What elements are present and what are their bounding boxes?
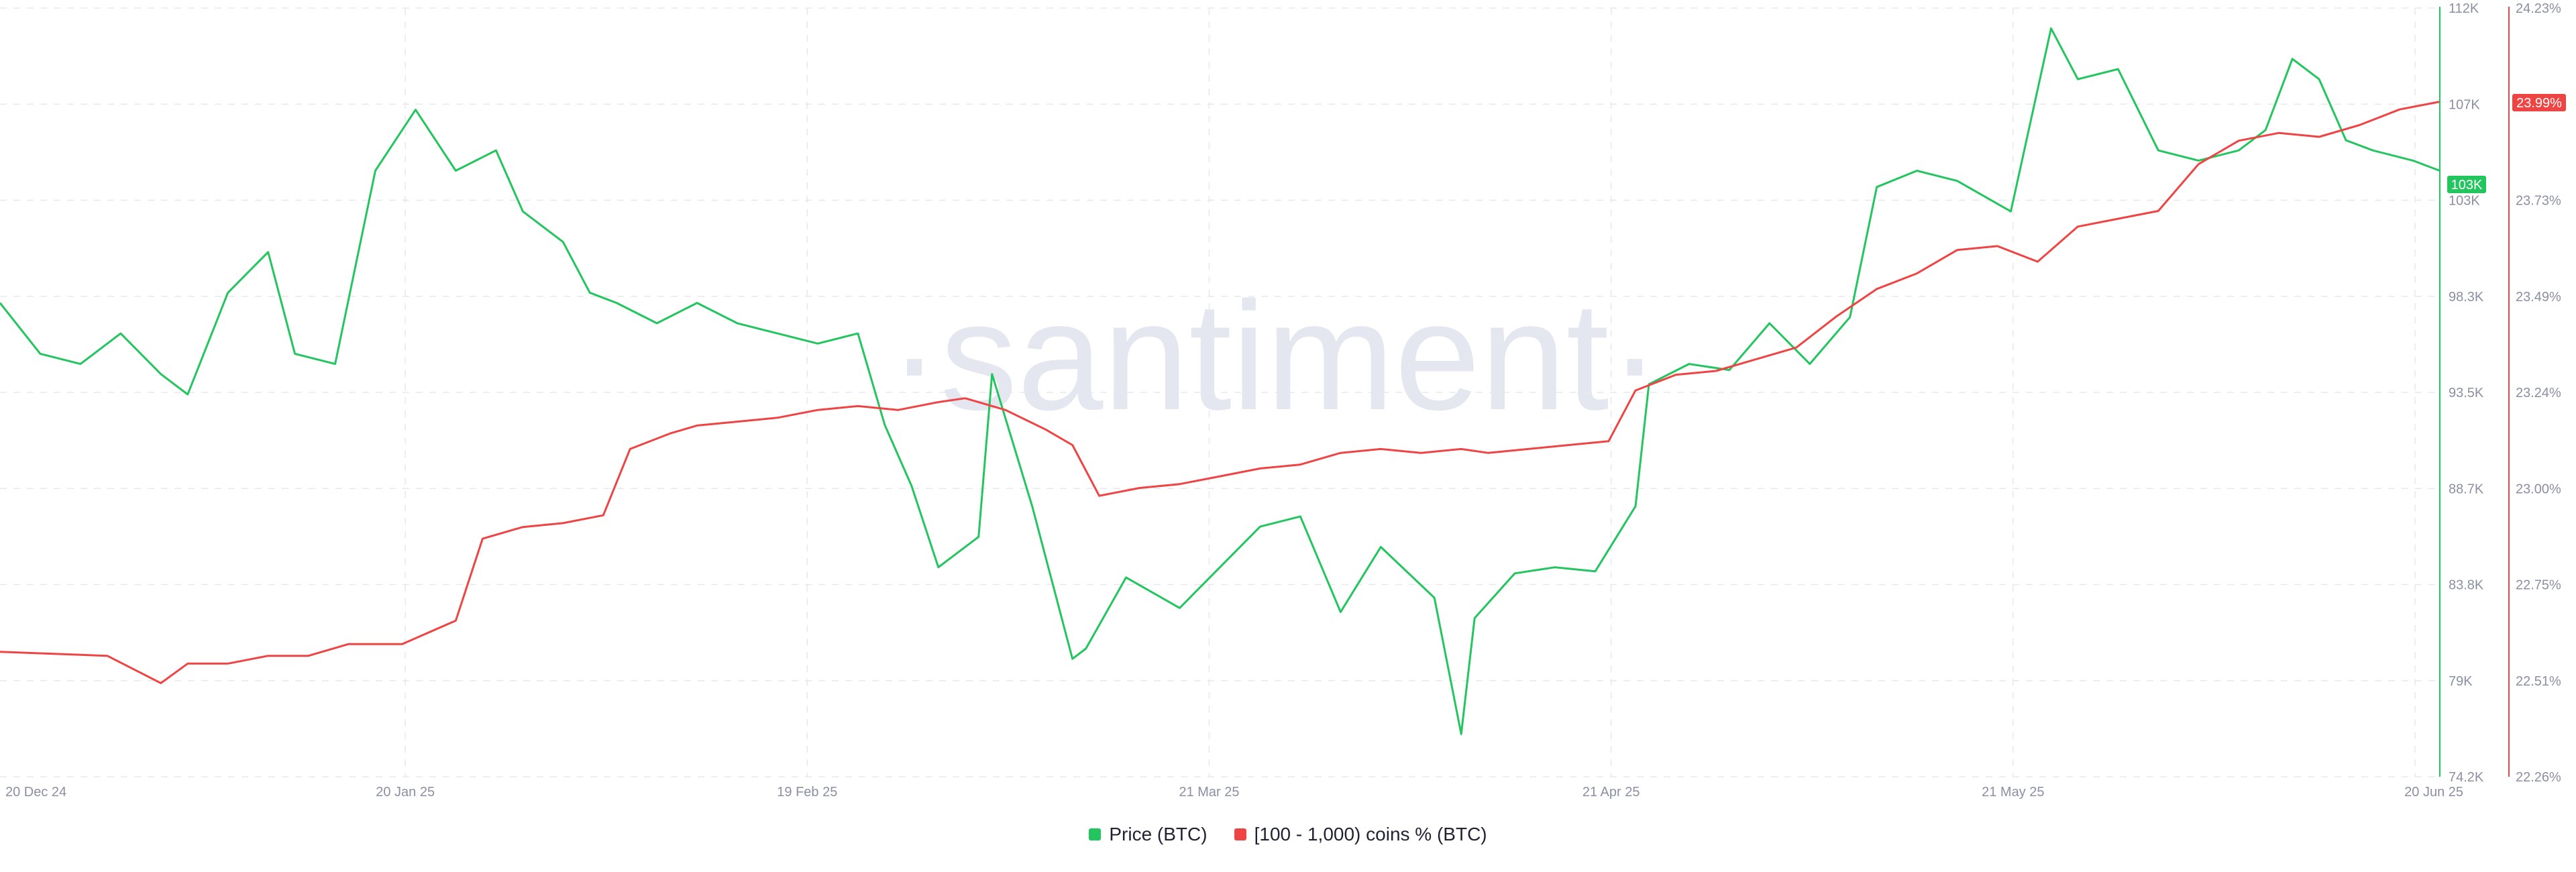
y-right-tick-label: 24.23% bbox=[2516, 1, 2561, 16]
y-left-tick-label: 74.2K bbox=[2449, 770, 2484, 785]
y-right-tick-label: 22.75% bbox=[2516, 578, 2561, 593]
y-left-tick-label: 103K bbox=[2449, 194, 2480, 209]
price-current-badge: 103K bbox=[2447, 176, 2486, 193]
y-right-tick-label: 23.73% bbox=[2516, 194, 2561, 209]
x-tick-label: 20 Jan 25 bbox=[376, 785, 435, 800]
y-left-tick-label: 98.3K bbox=[2449, 290, 2484, 305]
x-tick-label: 21 Mar 25 bbox=[1179, 785, 1239, 800]
y-left-tick-label: 93.5K bbox=[2449, 386, 2484, 400]
series-layer bbox=[0, 27, 2440, 735]
holders-line bbox=[0, 101, 2440, 684]
holders-current-badge: 23.99% bbox=[2512, 94, 2566, 111]
price-line bbox=[0, 27, 2440, 735]
y-left-tick-label: 112K bbox=[2449, 1, 2479, 16]
x-axis: 20 Dec 24 20 Jan 25 19 Feb 25 21 Mar 25 21 A… bbox=[5, 785, 2463, 800]
y-left-tick-label: 79K bbox=[2449, 674, 2473, 689]
y-left-tick-label: 83.8K bbox=[2449, 578, 2484, 593]
santiment-watermark: ·santiment· bbox=[889, 270, 1660, 442]
y-axis-left: 112K 107K 103K 98.3K 93.5K 88.7K 83.8K 79K 74.2K bbox=[2449, 1, 2484, 785]
y-right-tick-label: 22.26% bbox=[2516, 770, 2561, 785]
grid bbox=[0, 7, 2440, 777]
x-tick-label: 19 Feb 25 bbox=[777, 785, 837, 800]
legend: Price (BTC) [100 - 1,000) coins % (BTC) bbox=[0, 824, 2576, 845]
x-tick-label: 20 Jun 25 bbox=[2404, 785, 2463, 800]
legend-label-price: Price (BTC) bbox=[1109, 824, 1208, 844]
y-right-tick-label: 22.51% bbox=[2516, 674, 2561, 689]
y-right-tick-label: 23.49% bbox=[2516, 290, 2561, 305]
x-tick-label: 21 May 25 bbox=[1982, 785, 2044, 800]
holders-current-badge-label: 23.99% bbox=[2516, 96, 2562, 111]
y-left-tick-label: 88.7K bbox=[2449, 482, 2484, 496]
legend-item-holders[interactable]: [100 - 1,000) coins % (BTC) bbox=[1234, 824, 1487, 845]
holders-current-badge-bg bbox=[2512, 94, 2566, 111]
legend-swatch-price bbox=[1089, 828, 1102, 840]
y-right-tick-label: 23.24% bbox=[2516, 386, 2561, 400]
price-current-badge-label: 103K bbox=[2451, 178, 2483, 193]
legend-item-price[interactable]: Price (BTC) bbox=[1089, 824, 1208, 845]
x-tick-label: 21 Apr 25 bbox=[1582, 785, 1640, 800]
legend-swatch-holders bbox=[1234, 828, 1246, 840]
x-tick-label: 20 Dec 24 bbox=[5, 785, 66, 800]
y-left-tick-label: 107K bbox=[2449, 97, 2480, 112]
y-right-tick-label: 23.00% bbox=[2516, 482, 2561, 496]
price-current-badge-bg bbox=[2447, 176, 2486, 193]
legend-label-holders: [100 - 1,000) coins % (BTC) bbox=[1254, 824, 1487, 844]
y-axis-right: 24.23% 23.99% 23.73% 23.49% 23.24% 23.00% 22.7… bbox=[2516, 1, 2561, 785]
